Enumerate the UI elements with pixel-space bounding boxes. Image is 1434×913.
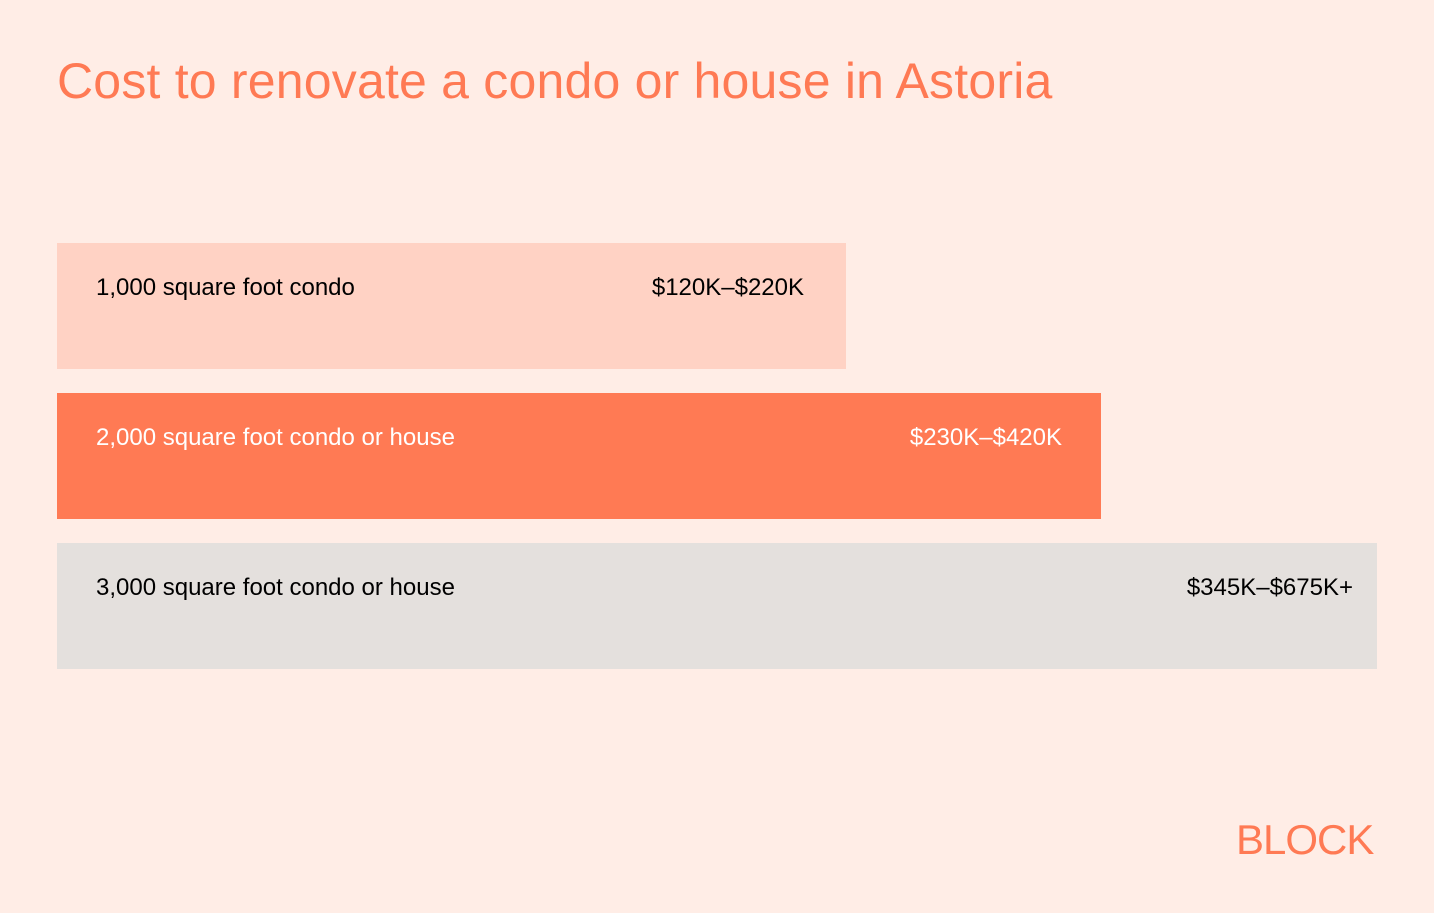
bar-3000-sqft-condo-or-house: 3,000 square foot condo or house $345K–$… [57, 543, 1377, 669]
bar-label: 2,000 square foot condo or house [96, 424, 455, 451]
bar-label: 1,000 square foot condo [96, 274, 355, 301]
bar-1000-sqft-condo: 1,000 square foot condo $120K–$220K [57, 243, 846, 369]
chart-title: Cost to renovate a condo or house in Ast… [57, 53, 1053, 109]
bar-value-label: $230K–$420K [909, 424, 1062, 451]
bar-value-label: $345K–$675K+ [1186, 574, 1353, 601]
bar-label: 3,000 square foot condo or house [96, 574, 455, 601]
bar-value-label: $120K–$220K [651, 274, 804, 301]
bar-2000-sqft-condo-or-house: 2,000 square foot condo or house $230K–$… [57, 393, 1101, 519]
block-logo: BLOCK [1236, 816, 1374, 863]
